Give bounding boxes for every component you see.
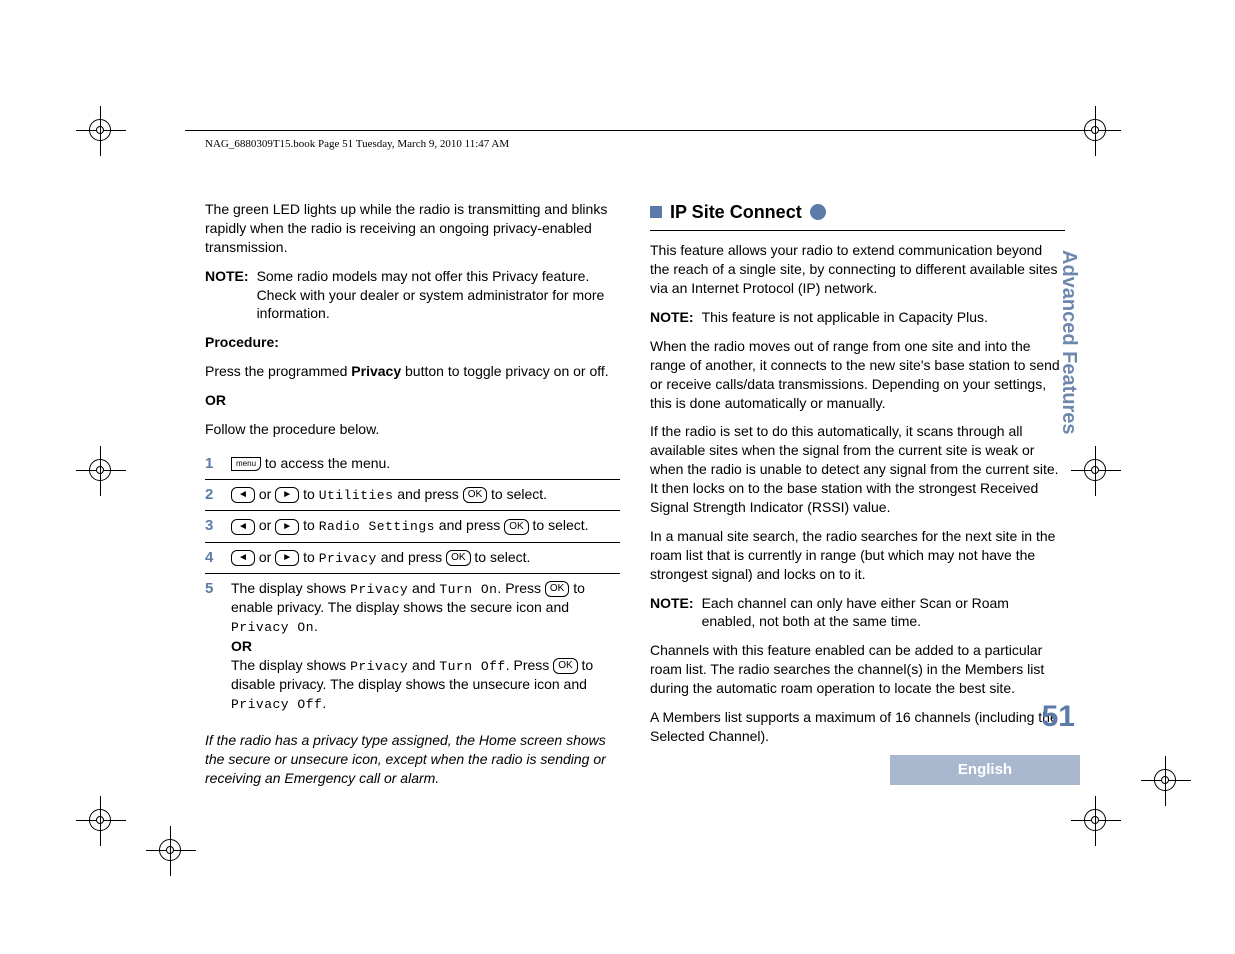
step-5: 5 The display shows Privacy and Turn On.… bbox=[205, 574, 620, 719]
procedure-list: 1 menu to access the menu. 2 ◄ or ► to U… bbox=[205, 449, 620, 719]
menu-icon: menu bbox=[231, 457, 261, 471]
ok-icon: OK bbox=[545, 581, 569, 597]
note-label: NOTE: bbox=[650, 308, 694, 327]
crop-mark bbox=[80, 800, 120, 840]
right-column: IP Site Connect This feature allows your… bbox=[650, 200, 1065, 797]
note-block: NOTE: Some radio models may not offer th… bbox=[205, 267, 620, 324]
crop-mark bbox=[80, 110, 120, 150]
press-instruction: Press the programmed Privacy button to t… bbox=[205, 362, 620, 381]
paragraph: This feature allows your radio to extend… bbox=[650, 241, 1065, 298]
feature-badge-icon bbox=[810, 204, 826, 220]
or-label: OR bbox=[205, 391, 620, 410]
ok-icon: OK bbox=[504, 519, 528, 535]
paragraph: When the radio moves out of range from o… bbox=[650, 337, 1065, 413]
right-arrow-icon: ► bbox=[275, 487, 299, 503]
crop-mark bbox=[150, 830, 190, 870]
header-rule bbox=[185, 130, 1080, 131]
paragraph: A Members list supports a maximum of 16 … bbox=[650, 708, 1065, 746]
right-arrow-icon: ► bbox=[275, 519, 299, 535]
procedure-heading: Procedure: bbox=[205, 333, 620, 352]
ok-icon: OK bbox=[463, 487, 487, 503]
paragraph: If the radio is set to do this automatic… bbox=[650, 422, 1065, 516]
step-1: 1 menu to access the menu. bbox=[205, 449, 620, 480]
right-arrow-icon: ► bbox=[275, 550, 299, 566]
left-arrow-icon: ◄ bbox=[231, 519, 255, 535]
ok-icon: OK bbox=[553, 658, 577, 674]
left-column: The green LED lights up while the radio … bbox=[205, 200, 620, 797]
follow-text: Follow the procedure below. bbox=[205, 420, 620, 439]
note-text: Some radio models may not offer this Pri… bbox=[257, 267, 620, 324]
italic-note: If the radio has a privacy type assigned… bbox=[205, 731, 620, 788]
footer-language: English bbox=[890, 755, 1080, 785]
section-title: IP Site Connect bbox=[650, 200, 1065, 224]
step-3: 3 ◄ or ► to Radio Settings and press OK … bbox=[205, 511, 620, 542]
page-number: 51 bbox=[1042, 700, 1075, 734]
side-tab: Advanced Features bbox=[1054, 250, 1080, 470]
note-text: This feature is not applicable in Capaci… bbox=[702, 308, 988, 327]
page-header: NAG_6880309T15.book Page 51 Tuesday, Mar… bbox=[205, 138, 509, 150]
note-label: NOTE: bbox=[650, 594, 694, 632]
section-bullet-icon bbox=[650, 206, 662, 218]
note-block: NOTE: This feature is not applicable in … bbox=[650, 308, 1065, 327]
crop-mark bbox=[80, 450, 120, 490]
paragraph: In a manual site search, the radio searc… bbox=[650, 527, 1065, 584]
crop-mark bbox=[1145, 760, 1185, 800]
section-title-text: IP Site Connect bbox=[670, 200, 802, 224]
left-arrow-icon: ◄ bbox=[231, 550, 255, 566]
crop-mark bbox=[1075, 450, 1115, 490]
step-2: 2 ◄ or ► to Utilities and press OK to se… bbox=[205, 480, 620, 511]
page-content: The green LED lights up while the radio … bbox=[205, 200, 1065, 797]
note-block: NOTE: Each channel can only have either … bbox=[650, 594, 1065, 632]
ok-icon: OK bbox=[446, 550, 470, 566]
left-arrow-icon: ◄ bbox=[231, 487, 255, 503]
paragraph: Channels with this feature enabled can b… bbox=[650, 641, 1065, 698]
step-4: 4 ◄ or ► to Privacy and press OK to sele… bbox=[205, 543, 620, 574]
note-label: NOTE: bbox=[205, 267, 249, 324]
crop-mark bbox=[1075, 110, 1115, 150]
section-rule bbox=[650, 230, 1065, 231]
intro-text: The green LED lights up while the radio … bbox=[205, 200, 620, 257]
note-text: Each channel can only have either Scan o… bbox=[702, 594, 1065, 632]
crop-mark bbox=[1075, 800, 1115, 840]
